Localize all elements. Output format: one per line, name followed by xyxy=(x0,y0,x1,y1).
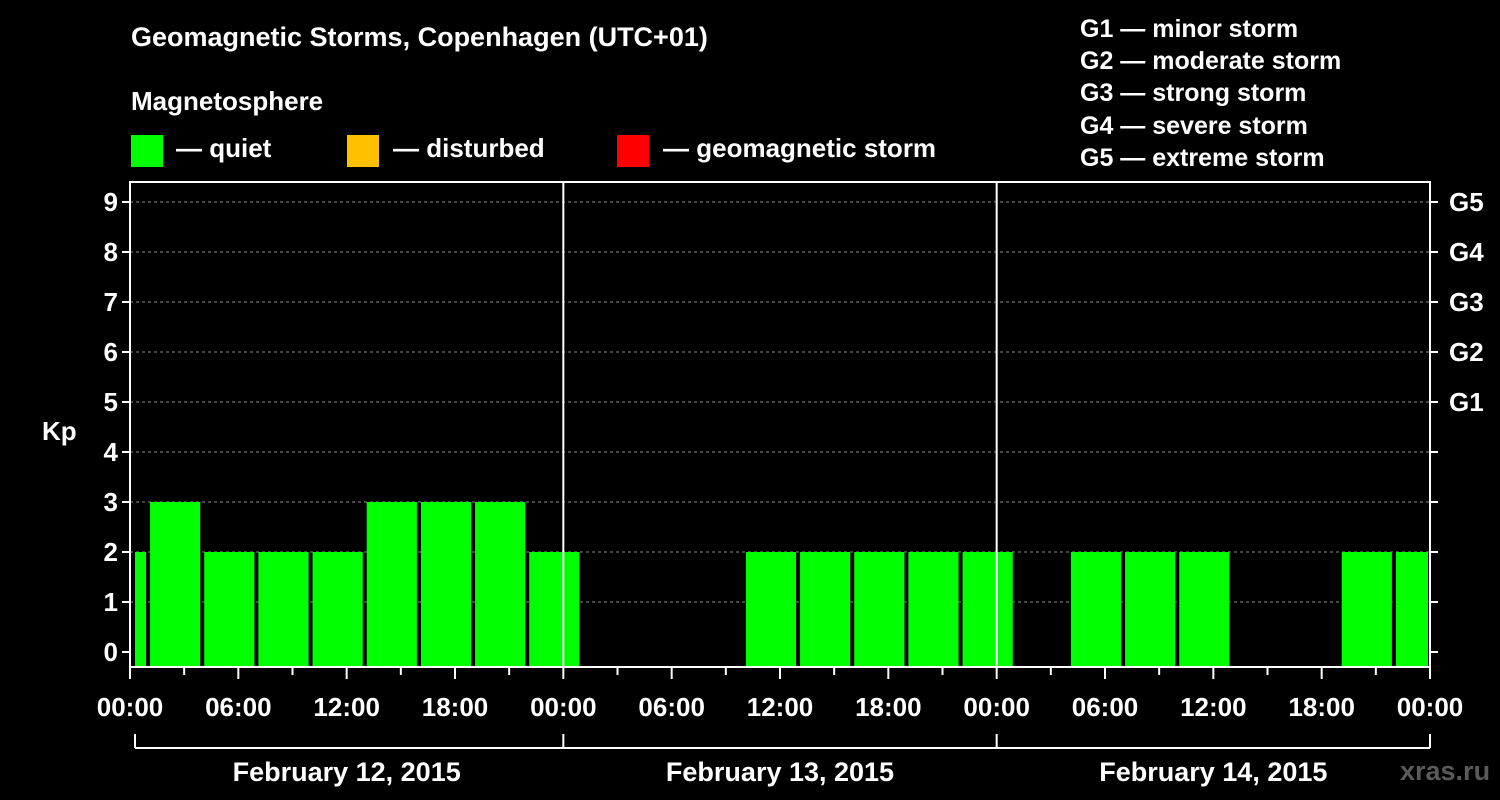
y-tick-label: 4 xyxy=(104,437,119,467)
kp-bar xyxy=(150,502,201,667)
kp-bar xyxy=(366,502,417,667)
y-tick-label: 6 xyxy=(104,337,118,367)
kp-bar xyxy=(962,552,1013,667)
day-label: February 12, 2015 xyxy=(233,757,461,787)
storm-level-label: G1 xyxy=(1449,387,1484,417)
legend-swatch-disturbed xyxy=(347,135,379,167)
x-tick-label: 18:00 xyxy=(1288,692,1355,722)
kp-bar xyxy=(1070,552,1122,667)
kp-bar xyxy=(1341,552,1392,667)
kp-bar xyxy=(800,552,851,667)
x-tick-label: 00:00 xyxy=(97,692,164,722)
chart-title: Geomagnetic Storms, Copenhagen (UTC+01) xyxy=(131,22,708,52)
x-tick-label: 00:00 xyxy=(963,692,1030,722)
storm-scale-g4: G4 — severe storm xyxy=(1080,111,1308,140)
day-label: February 13, 2015 xyxy=(666,757,894,787)
y-tick-label: 8 xyxy=(104,237,118,267)
x-tick-label: 12:00 xyxy=(313,692,380,722)
legend-swatch-storm xyxy=(617,135,649,167)
storm-level-label: G2 xyxy=(1449,337,1484,367)
x-tick-label: 00:00 xyxy=(530,692,597,722)
x-tick-label: 06:00 xyxy=(205,692,272,722)
storm-scale-g5: G5 — extreme storm xyxy=(1080,143,1325,172)
y-axis-label: Kp xyxy=(42,416,77,446)
day-label: February 14, 2015 xyxy=(1099,757,1327,787)
kp-bar xyxy=(420,502,472,667)
kp-bar xyxy=(1395,552,1428,667)
storm-level-label: G5 xyxy=(1449,187,1484,217)
storm-scale-legend: G1 — minor storm G2 — moderate storm G3 … xyxy=(1080,13,1341,174)
x-tick-label: 06:00 xyxy=(1072,692,1139,722)
y-tick-label: 5 xyxy=(104,387,118,417)
storm-scale-g3: G3 — strong storm xyxy=(1080,79,1307,108)
legend-label-quiet: — quiet xyxy=(176,133,272,163)
storm-level-label: G4 xyxy=(1449,237,1484,267)
kp-bar xyxy=(908,552,959,667)
y-tick-label: 0 xyxy=(104,637,118,667)
storm-scale-g2: G2 — moderate storm xyxy=(1080,47,1342,76)
y-tick-label: 3 xyxy=(104,487,118,517)
y-tick-label: 2 xyxy=(104,537,118,567)
storm-scale-g1: G1 — minor storm xyxy=(1080,15,1299,43)
legend-swatch-quiet xyxy=(131,135,163,167)
y-tick-label: 9 xyxy=(104,187,118,217)
kp-bar xyxy=(1179,552,1230,667)
kp-bar xyxy=(475,502,526,667)
x-tick-label: 18:00 xyxy=(855,692,922,722)
kp-bar xyxy=(529,552,580,667)
kp-bar xyxy=(312,552,363,667)
y-tick-label: 1 xyxy=(104,587,118,617)
kp-bar xyxy=(258,552,309,667)
kp-bar xyxy=(1125,552,1176,667)
x-tick-label: 12:00 xyxy=(1180,692,1247,722)
legend-heading: Magnetosphere xyxy=(131,86,324,116)
x-tick-label: 06:00 xyxy=(638,692,705,722)
y-tick-label: 7 xyxy=(104,287,118,317)
kp-bar xyxy=(204,552,255,667)
kp-bar xyxy=(854,552,905,667)
x-tick-label: 00:00 xyxy=(1397,692,1464,722)
x-tick-label: 18:00 xyxy=(422,692,489,722)
watermark: xras.ru xyxy=(1400,756,1491,786)
legend-label-disturbed: — disturbed xyxy=(393,133,545,163)
legend-label-storm: — geomagnetic storm xyxy=(663,133,937,163)
kp-bar xyxy=(135,552,147,667)
kp-bar xyxy=(745,552,797,667)
storm-level-label: G3 xyxy=(1449,287,1484,317)
x-tick-label: 12:00 xyxy=(747,692,814,722)
